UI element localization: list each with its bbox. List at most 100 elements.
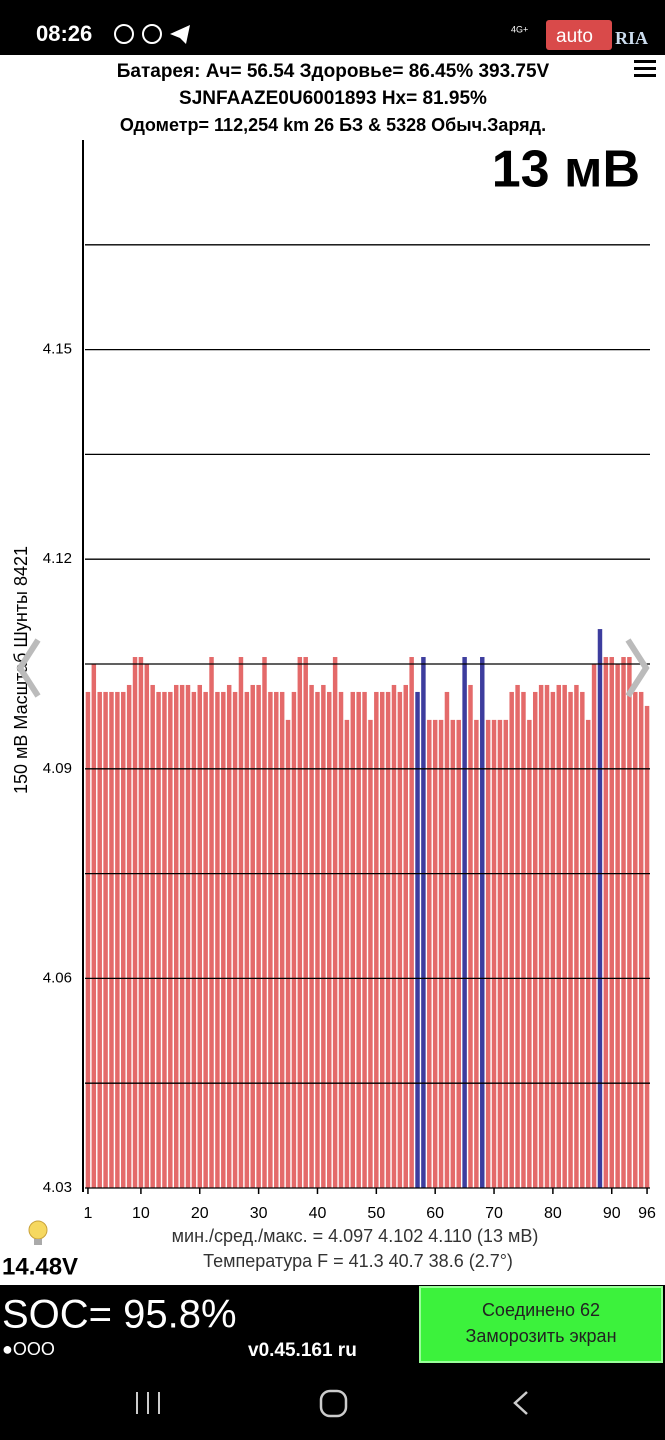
bar: [603, 657, 609, 1188]
bar: [509, 691, 514, 1188]
bar: [215, 691, 220, 1188]
bar: [544, 684, 550, 1188]
bar: [103, 691, 108, 1188]
bar: [591, 664, 597, 1188]
watermark-box: [546, 20, 612, 50]
prev-arrow[interactable]: [16, 638, 41, 698]
bar: [397, 691, 403, 1188]
bar: [250, 684, 255, 1188]
bar: [185, 684, 191, 1188]
bar: [344, 719, 350, 1188]
icon: [142, 24, 162, 44]
bar: [126, 684, 132, 1188]
bar: [415, 691, 420, 1188]
bar: [321, 684, 326, 1188]
bar: [515, 684, 520, 1188]
bar: [356, 691, 361, 1188]
bar: [97, 691, 102, 1188]
bar: [350, 691, 356, 1188]
bar: [379, 691, 385, 1188]
bar: [162, 691, 167, 1188]
bar: [368, 719, 373, 1188]
recent-button[interactable]: [136, 1392, 160, 1414]
y-tick-label: 4.12: [43, 550, 72, 567]
home-button[interactable]: [319, 1389, 348, 1418]
delta: 13 мВ: [492, 141, 640, 199]
stats: мин./сред./макс. = 4.097 4.102 4.110 (13…: [172, 1226, 539, 1246]
back-button[interactable]: [513, 1391, 528, 1415]
bar: [497, 719, 503, 1188]
bar: [585, 719, 591, 1188]
bar: [627, 657, 632, 1188]
bar: [633, 691, 638, 1188]
x-tick-label: 60: [426, 1205, 444, 1222]
temperature: Температура F = 41.3 40.7 38.6 (2.7°): [203, 1251, 513, 1271]
bar: [168, 691, 173, 1188]
bar: [85, 691, 91, 1188]
bar: [144, 664, 150, 1188]
button-text: Соединено 62: [482, 1300, 600, 1320]
bar: [568, 691, 573, 1188]
y-tick-label: 4.06: [43, 969, 72, 986]
bar: [480, 657, 485, 1188]
icon: [114, 24, 134, 44]
bar: [244, 691, 250, 1188]
bar: [150, 684, 155, 1188]
button-text: Заморозить экран: [465, 1326, 616, 1346]
x-tick-label: 40: [309, 1205, 327, 1222]
version: v0.45.161 ru: [248, 1340, 357, 1361]
bar: [474, 719, 479, 1188]
bar: [209, 657, 214, 1188]
x-tick-label: 96: [638, 1205, 656, 1222]
bar: [109, 691, 114, 1188]
bar: [450, 719, 456, 1188]
freeze-button[interactable]: Соединено 62 Заморозить экран: [419, 1286, 663, 1363]
y-tick-label: 4.03: [43, 1179, 72, 1196]
bar: [332, 657, 338, 1188]
y-tick-label: 4.09: [43, 760, 72, 777]
bar: [268, 691, 273, 1188]
bar: [291, 691, 297, 1188]
indicator: ●OOO: [2, 1339, 55, 1359]
bar: [362, 691, 367, 1188]
bar: [527, 719, 532, 1188]
time: 08:26: [36, 21, 92, 46]
bar: [427, 719, 432, 1188]
bar: [644, 705, 650, 1188]
bar: [279, 691, 285, 1188]
bar: [173, 684, 179, 1188]
bar: [521, 691, 526, 1188]
watermark: auto: [556, 26, 593, 47]
bar: [191, 691, 197, 1188]
bar: [385, 691, 391, 1188]
bar: [444, 691, 450, 1188]
bar: [297, 657, 303, 1188]
bar: [121, 691, 126, 1188]
header-line: Батарея: Ач= 56.54 Здоровье= 86.45% 393.…: [117, 61, 550, 82]
bar: [597, 629, 603, 1188]
x-tick-label: 80: [544, 1205, 562, 1222]
bar: [403, 684, 408, 1188]
menu-icon[interactable]: [634, 60, 656, 77]
bar: [391, 684, 397, 1188]
bar: [179, 684, 185, 1188]
bar: [138, 657, 144, 1188]
bar: [327, 691, 332, 1188]
bar: [256, 684, 261, 1188]
bar: [485, 719, 491, 1188]
bar: [226, 684, 232, 1188]
bar: [203, 691, 208, 1188]
y-tick-label: 4.15: [43, 341, 72, 358]
x-tick-label: 10: [132, 1205, 150, 1222]
bar: [491, 719, 497, 1188]
bar: [91, 664, 97, 1188]
x-tick-label: 50: [367, 1205, 385, 1222]
soc: SOC= 95.8%: [2, 1293, 237, 1337]
bar: [221, 691, 226, 1188]
x-tick-label: 30: [250, 1205, 268, 1222]
bar: [374, 691, 379, 1188]
bar: [621, 657, 626, 1188]
next-arrow[interactable]: [625, 638, 650, 698]
